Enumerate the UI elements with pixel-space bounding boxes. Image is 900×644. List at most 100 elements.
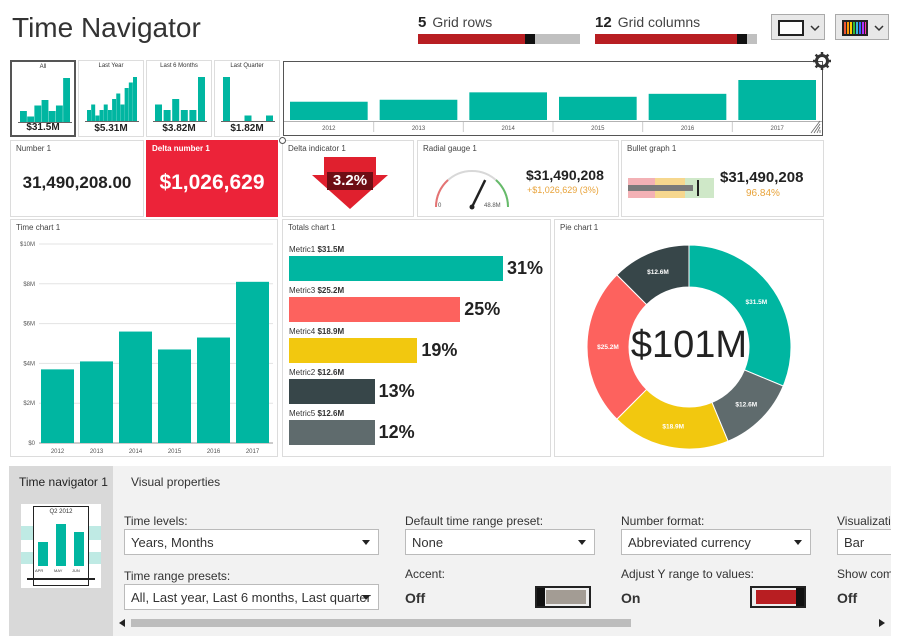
preset-bar (180, 110, 188, 121)
range-bar (379, 99, 458, 120)
adjust-y-toggle[interactable] (750, 586, 806, 608)
thumb-month-2: MAY (54, 568, 63, 573)
bullet-graph-tile[interactable]: Bullet graph 1 $31,490,208 96.84% (621, 140, 824, 217)
grid-rows-label: 5 Grid rows (418, 14, 492, 31)
preset-bar (107, 110, 112, 121)
delta-indicator-tile[interactable]: Delta indicator 1 3.2% (279, 137, 414, 217)
horizontal-scrollbar[interactable] (113, 616, 891, 630)
caret-down-icon (794, 540, 802, 545)
preset-bars (18, 78, 72, 123)
pie-slice[interactable] (688, 244, 792, 387)
caret-down-icon (362, 595, 370, 600)
preset-0[interactable]: All $31.5M (10, 60, 76, 137)
totals-bar[interactable] (289, 379, 375, 404)
preset-bar (41, 100, 49, 122)
grid-cols-fill (595, 34, 748, 44)
time-chart-tile[interactable]: Time chart 1 $0 $2M $4M $6M $8M $10M 2012 2013 2… (10, 219, 278, 457)
preset-1[interactable]: Last Year $5.31M (78, 60, 144, 137)
grid-cols-slider[interactable] (595, 34, 757, 44)
chevron-down-icon (810, 25, 820, 32)
time-bar[interactable] (41, 369, 74, 443)
time-bar[interactable] (197, 337, 230, 443)
pie-chart-tile[interactable]: Pie chart 1 $31.5M $12.6M $18.9M $25.2M $12.… (554, 219, 824, 457)
time-bar[interactable] (236, 281, 269, 443)
default-range-select[interactable]: None (405, 529, 595, 555)
totals-chart-body: Metric1 $31.5M 31% Metric3 $25.2M 25% Metric… (289, 240, 549, 454)
time-bar[interactable] (80, 361, 113, 443)
delta-number-tile[interactable]: Delta number 1 $1,026,629 (146, 140, 278, 217)
preset-bar (112, 99, 117, 121)
totals-bar[interactable] (289, 420, 375, 445)
totals-metric-name: Metric2 (289, 368, 318, 377)
time-levels-select[interactable]: Years, Months (124, 529, 379, 555)
number-format-select[interactable]: Abbreviated currency (621, 529, 811, 555)
tab-time-navigator[interactable]: Time navigator 1 (19, 475, 108, 489)
resize-handle[interactable] (279, 137, 286, 144)
accent-label: Accent: (405, 567, 446, 581)
preset-bar (120, 104, 125, 121)
preset-value: $5.31M (94, 123, 128, 134)
scroll-left-icon[interactable] (119, 619, 125, 627)
gear-icon[interactable] (813, 52, 831, 70)
visualization-value: Bar (844, 535, 865, 550)
totals-label: Metric1 $31.5M (289, 245, 344, 254)
properties-panel: Time navigator 1 Visual properties Q2 20… (9, 466, 891, 636)
pie-slice[interactable] (616, 244, 690, 306)
totals-metric-name: Metric4 (289, 327, 318, 336)
radial-gauge-tile[interactable]: Radial gauge 1 0 48.8M $31,490,208 +$1,0… (417, 140, 619, 217)
tab-visual-properties[interactable]: Visual properties (131, 475, 221, 489)
palette-dropdown[interactable] (835, 14, 889, 40)
thumb-month-3: JUN (72, 568, 80, 573)
range-year-label: 2013 (412, 126, 426, 132)
preset-bar (20, 111, 27, 122)
bullet-graph-title: Bullet graph 1 (627, 144, 677, 153)
resize-grip-icon[interactable] (810, 120, 821, 134)
accent-toggle[interactable] (535, 586, 591, 608)
visualization-select[interactable]: Bar (837, 529, 891, 555)
number-format-label: Number format: (621, 514, 705, 528)
background-dropdown[interactable] (771, 14, 825, 40)
range-chart[interactable]: 2012 2013 2014 2015 2016 2017 (283, 61, 823, 136)
gauge-value: $31,490,208 (526, 167, 604, 183)
chevron-down-icon (874, 25, 884, 32)
radial-gauge-title: Radial gauge 1 (423, 144, 477, 153)
totals-bar[interactable] (289, 256, 503, 281)
pie-slice[interactable] (586, 274, 648, 420)
grid-cols-thumb[interactable] (737, 34, 748, 44)
bullet-value: $31,490,208 (720, 169, 804, 186)
totals-percent: 25% (464, 299, 501, 319)
navigator-thumbnail[interactable]: Q2 2012 APR MAY JUN (21, 504, 101, 588)
grid-cols-text: Grid columns (617, 14, 701, 30)
grid-rows-text: Grid rows (432, 14, 493, 30)
adjust-y-value: On (621, 590, 641, 606)
range-bar (648, 93, 727, 120)
number-tile-title: Number 1 (16, 144, 52, 153)
totals-chart-tile[interactable]: Totals chart 1 Metric1 $31.5M 31% Metric3 … (282, 219, 551, 457)
grid-rows-thumb[interactable] (524, 34, 535, 44)
time-bar[interactable] (119, 331, 152, 443)
time-range-select[interactable]: All, Last year, Last 6 months, Last quar… (124, 584, 379, 610)
scroll-right-icon[interactable] (879, 619, 885, 627)
time-bar[interactable] (158, 349, 191, 443)
totals-label: Metric5 $12.6M (289, 409, 344, 418)
totals-bar[interactable] (289, 338, 418, 363)
x-tick-label: 2017 (246, 449, 260, 455)
scrollbar-thumb[interactable] (131, 619, 631, 627)
totals-metric-name: Metric3 (289, 286, 318, 295)
grid-rows-slider[interactable] (418, 34, 580, 44)
pie-slice-label: $18.9M (662, 423, 684, 430)
gauge-max: 48.8M (484, 203, 501, 209)
preset-bar (48, 111, 56, 122)
totals-bar[interactable] (289, 297, 461, 322)
app-title: Time Navigator (12, 12, 201, 43)
preset-2[interactable]: Last 6 Months $3.82M (146, 60, 212, 137)
range-bar (559, 96, 637, 120)
number-tile[interactable]: Number 1 31,490,208.00 (10, 140, 144, 217)
show-label: Show com (837, 567, 891, 581)
delta-number-value: $1,026,629 (159, 171, 265, 194)
preset-3[interactable]: Last Quarter $1.82M (214, 60, 280, 137)
delta-indicator-title: Delta indicator 1 (288, 144, 346, 153)
palette-icon (842, 20, 868, 36)
totals-percent: 19% (421, 340, 458, 360)
bullet-bar (628, 185, 693, 191)
